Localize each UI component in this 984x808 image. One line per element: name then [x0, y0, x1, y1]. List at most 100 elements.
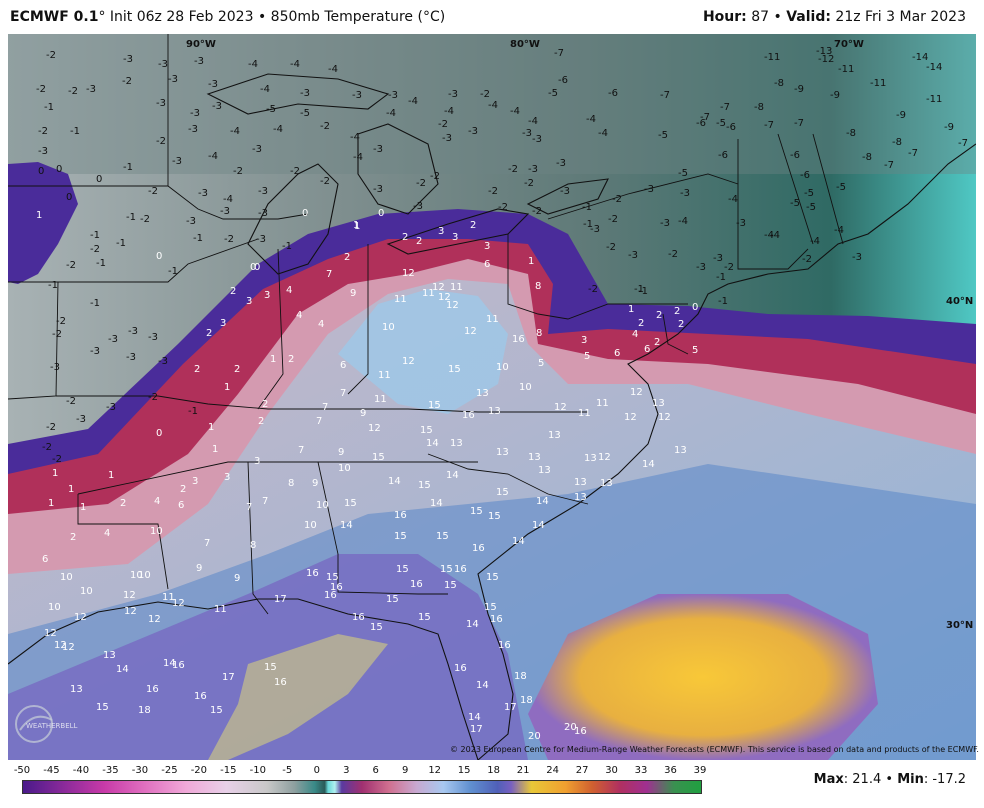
- temperature-value-label: -2: [42, 442, 52, 453]
- temperature-value-label: 14: [340, 520, 353, 531]
- temperature-value-label: 13: [600, 478, 613, 489]
- temperature-value-label: -2: [588, 284, 598, 295]
- model-name: ECMWF 0.1: [10, 9, 99, 25]
- temperature-value-label: -7: [958, 138, 968, 149]
- temperature-value-label: -3: [256, 234, 266, 245]
- temperature-value-label: 14: [642, 459, 655, 470]
- colorbar-tick-label: 3: [343, 765, 350, 776]
- temperature-value-label: -3: [628, 250, 638, 261]
- temperature-value-label: -5: [806, 202, 816, 213]
- temperature-value-label: -3: [172, 156, 182, 167]
- temperature-value-label: -6: [718, 150, 728, 161]
- temperature-value-label: -3: [186, 216, 196, 227]
- temperature-value-label: 13: [538, 465, 551, 476]
- temperature-value-label: 12: [624, 412, 637, 423]
- temperature-value-label: -2: [56, 316, 66, 327]
- temperature-value-label: -4: [444, 106, 454, 117]
- temperature-value-label: -7: [794, 118, 804, 129]
- temperature-value-label: 12: [124, 606, 137, 617]
- colorbar-tick-label: -45: [43, 765, 60, 776]
- temperature-value-label: -3: [198, 188, 208, 199]
- lat-label-40n: 40°N: [946, 296, 973, 307]
- temperature-map: -2 -3 -3 -3 -4 -4 -4 -2 -2 -3 -2 -3 -3 -4 -3 -1 -3 -3 -3 -5…: [8, 34, 976, 760]
- temperature-value-label: -12: [818, 54, 834, 65]
- temperature-value-label: 15: [386, 594, 399, 605]
- temperature-value-label: 4: [154, 496, 160, 507]
- state-border-7: [77, 494, 169, 590]
- lat-label-30n: 30°N: [946, 620, 973, 631]
- temperature-value-label: -3: [212, 101, 222, 112]
- temperature-value-label: 0: [56, 164, 62, 175]
- temperature-value-label: -1: [638, 286, 648, 297]
- temperature-value-label: -4: [248, 59, 258, 70]
- temperature-value-label: 15: [444, 580, 457, 591]
- temperature-value-label: 4: [296, 310, 302, 321]
- temperature-value-label: 14: [116, 664, 129, 675]
- state-border-15: [737, 139, 809, 270]
- temperature-value-label: 0: [250, 262, 256, 273]
- temperature-value-label: -5: [548, 88, 558, 99]
- colorbar-tick-label: 6: [372, 765, 379, 776]
- coastlines: [8, 73, 976, 760]
- temperature-value-label: -3: [76, 414, 86, 425]
- temperature-value-label: 3: [224, 472, 230, 483]
- temperature-value-label: -3: [736, 218, 746, 229]
- temperature-value-label: -8: [754, 102, 764, 113]
- cold-pocket-west: [8, 162, 78, 284]
- temperature-value-label: -11: [926, 94, 942, 105]
- max-min-readout: Max: 21.4 • Min: -17.2: [813, 772, 966, 787]
- temperature-value-label: 10: [382, 322, 395, 333]
- temperature-value-label: 0: [692, 302, 698, 313]
- temperature-value-label: 1: [80, 502, 86, 513]
- temperature-value-label: -3: [300, 88, 310, 99]
- temperature-value-label: -2: [148, 392, 158, 403]
- temperature-value-label: -1: [188, 406, 198, 417]
- temperature-value-label: 12: [554, 402, 567, 413]
- temperature-value-label: -3: [532, 134, 542, 145]
- temperature-value-label: 13: [496, 447, 509, 458]
- temperature-value-label: 3: [254, 456, 260, 467]
- colorbar-tick-label: -50: [13, 765, 31, 776]
- temperature-value-label: 12: [598, 452, 611, 463]
- weatherbell-logo-icon: WEATHERBELL: [12, 700, 96, 750]
- temperature-value-label: 16: [462, 410, 475, 421]
- temperature-value-label: 3: [438, 226, 444, 237]
- temperature-value-label: 4: [286, 285, 292, 296]
- temperature-value-label: -3: [220, 206, 230, 217]
- temperature-value-label: 20: [528, 731, 541, 742]
- temperature-value-label: 7: [340, 388, 346, 399]
- temperature-value-label: 9: [350, 288, 356, 299]
- colorbar-tick-label: -35: [102, 765, 119, 776]
- temperature-value-label: 11: [394, 294, 407, 305]
- temperature-values: -2 -3 -3 -3 -4 -4 -4-2 -2 -3-2 -3 -3 -4 -3-1 -3-3-3 -5…: [36, 46, 968, 742]
- boundaries: [8, 34, 844, 615]
- temperature-value-label: 11: [162, 592, 175, 603]
- lon-label-70w: 70°W: [834, 39, 864, 50]
- temperature-value-label: 3: [264, 290, 270, 301]
- colorbar-tick-label: -20: [190, 765, 208, 776]
- colorbar-tick-label: 18: [487, 765, 501, 776]
- temperature-value-label: 16: [574, 726, 587, 737]
- temperature-value-label: -3: [852, 252, 862, 263]
- temperature-value-label: -7: [884, 160, 894, 171]
- temperature-value-label: 11: [596, 398, 609, 409]
- temperature-value-label: 2: [344, 252, 350, 263]
- temperature-value-label: 2: [678, 319, 684, 330]
- temperature-value-label: 12: [74, 612, 87, 623]
- temperature-value-label: 15: [394, 531, 407, 542]
- temperature-value-label: -6: [558, 75, 568, 86]
- temperature-value-label: 15: [418, 612, 431, 623]
- temperature-value-label: 15: [264, 662, 277, 673]
- temperature-value-label: 16: [274, 677, 287, 688]
- lon-label-90w: 90°W: [186, 39, 216, 50]
- temperature-value-label: 16: [330, 582, 343, 593]
- temperature-value-label: -2: [612, 194, 622, 205]
- temperature-value-label: 1: [52, 468, 58, 479]
- temperature-value-label: 17: [504, 702, 517, 713]
- colorbar-tick-label: 24: [546, 765, 559, 776]
- temperature-value-label: -6: [696, 118, 706, 129]
- temperature-value-label: 13: [103, 650, 116, 661]
- temperature-value-label: -3: [352, 90, 362, 101]
- logo-text: WEATHERBELL: [26, 722, 78, 730]
- temperature-value-label: -3: [660, 218, 670, 229]
